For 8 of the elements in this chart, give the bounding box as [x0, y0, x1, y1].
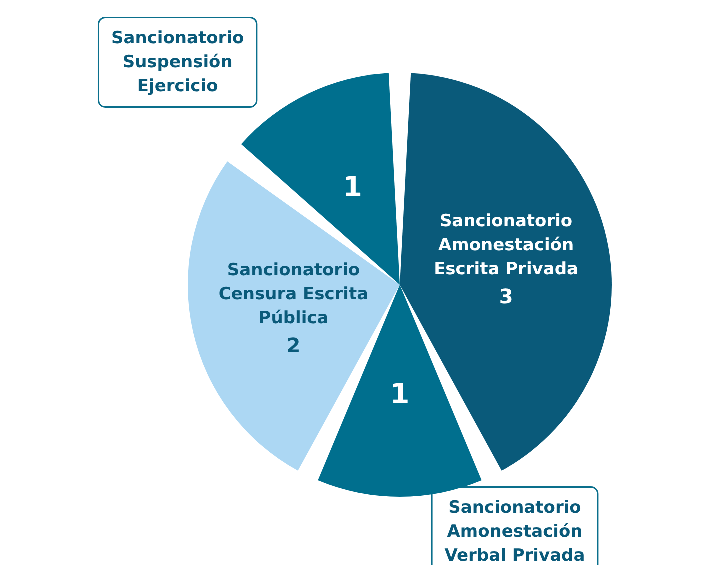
data-label: 3 — [499, 284, 514, 309]
data-label: 1 — [342, 170, 362, 204]
data-label: 2 — [286, 333, 301, 358]
data-label: 1 — [390, 378, 410, 410]
slice-label: Sancionatorio Amonestación Verbal Privada — [444, 498, 586, 565]
slice-label: Sancionatorio Amonestación Escrita Privada — [434, 212, 578, 280]
slice-label: Sancionatorio Suspensión Ejercicio — [111, 28, 244, 96]
slice-label: Sancionatorio Censura Escrita Pública — [218, 260, 369, 328]
